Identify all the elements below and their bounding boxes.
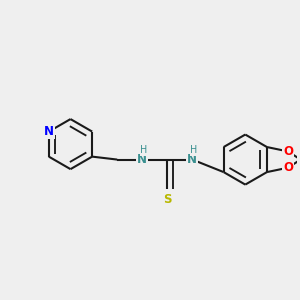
Text: H: H (190, 145, 197, 155)
Text: O: O (283, 161, 293, 174)
Text: N: N (187, 153, 197, 166)
Text: O: O (283, 145, 293, 158)
Text: N: N (137, 153, 147, 166)
Text: N: N (44, 125, 54, 138)
Text: S: S (163, 193, 172, 206)
Text: H: H (140, 145, 147, 155)
